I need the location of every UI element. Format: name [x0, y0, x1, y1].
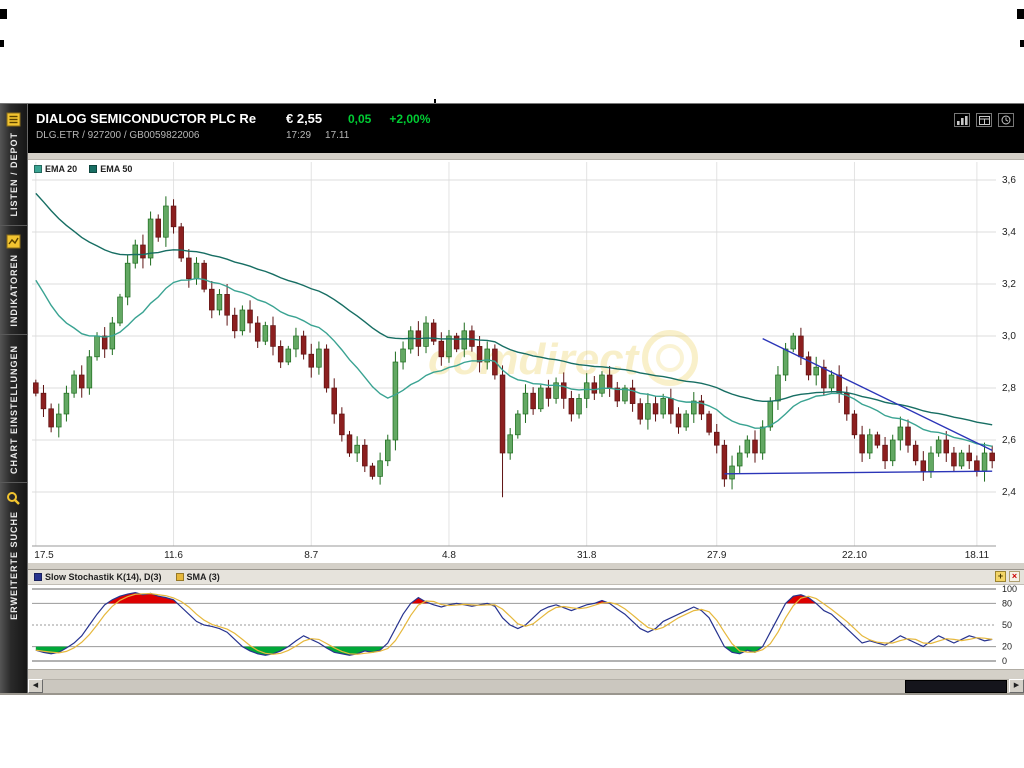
header-toolbar — [954, 113, 1014, 127]
stochastic-chart[interactable]: 100 80 50 20 0 — [28, 584, 1024, 669]
instrument-title: DIALOG SEMICONDUCTOR PLC Re — [36, 111, 257, 126]
svg-text:17.5: 17.5 — [34, 550, 54, 561]
sidebar-item-listen-depot[interactable]: LISTEN / DEPOT — [0, 104, 27, 225]
svg-text:3,6: 3,6 — [1002, 175, 1016, 186]
sidebar-item-label: INDIKATOREN — [8, 253, 19, 327]
sidebar-item-erweiterte-suche[interactable]: ERWEITERTE SUCHE — [0, 482, 27, 628]
scroll-left-button[interactable]: ◀ — [28, 679, 43, 693]
svg-text:3,0: 3,0 — [1002, 331, 1016, 342]
legend-label: EMA 20 — [45, 164, 78, 174]
horizontal-scrollbar[interactable]: ◀ ▶ — [28, 679, 1024, 693]
svg-text:0: 0 — [1002, 656, 1007, 666]
svg-text:3,4: 3,4 — [1002, 227, 1016, 238]
price-chart-panel[interactable]: EMA 20 EMA 50 17.5 11.6 8.7 4.8 31.8 27.9 22.1… — [28, 160, 1024, 562]
sidebar-item-label: LISTEN / DEPOT — [8, 132, 19, 217]
legend-label: EMA 50 — [100, 164, 133, 174]
stochastic-panel[interactable]: 100 80 50 20 0 — [28, 584, 1024, 669]
charting-app-window: LISTEN / DEPOT INDIKATOREN CHART EINSTEL… — [0, 103, 1024, 695]
panel-settings-icon[interactable]: + — [995, 571, 1006, 582]
svg-text:2,4: 2,4 — [1002, 487, 1016, 498]
sidebar-item-label: ERWEITERTE SUCHE — [8, 511, 19, 621]
clock-icon[interactable] — [998, 113, 1014, 127]
quote-time: 17:29 — [286, 130, 312, 141]
search-icon — [7, 492, 20, 506]
svg-text:3,2: 3,2 — [1002, 279, 1016, 290]
scrollbar-track[interactable] — [43, 679, 1009, 693]
svg-text:80: 80 — [1002, 598, 1012, 608]
candlestick-chart[interactable]: 17.5 11.6 8.7 4.8 31.8 27.9 22.10 18.11 3,6 3,4 3,… — [28, 160, 1024, 562]
legend-stochastic: Slow Stochastik K(14), D(3) — [34, 572, 162, 582]
stochastic-legend: Slow Stochastik K(14), D(3) SMA (3) + × — [28, 570, 1024, 585]
sidebar: LISTEN / DEPOT INDIKATOREN CHART EINSTEL… — [0, 104, 28, 693]
sma-swatch — [175, 573, 184, 581]
svg-text:27.9: 27.9 — [707, 550, 727, 561]
svg-text:8.7: 8.7 — [304, 550, 318, 561]
bar-chart-icon[interactable] — [954, 113, 970, 127]
crop-mark — [434, 99, 436, 104]
svg-text:2,8: 2,8 — [1002, 383, 1016, 394]
crop-mark — [0, 9, 7, 19]
main-panel: DIALOG SEMICONDUCTOR PLC Re € 2,55 0,05 … — [28, 104, 1024, 693]
svg-text:2,6: 2,6 — [1002, 435, 1016, 446]
svg-text:100: 100 — [1002, 585, 1017, 594]
sidebar-item-chart-einstellungen[interactable]: CHART EINSTELLUNGEN — [0, 334, 27, 482]
legend-ema20: EMA 20 — [34, 164, 77, 174]
quote-date: 17.11 — [325, 130, 350, 141]
ema20-swatch — [34, 165, 42, 173]
legend-sma: SMA (3) — [175, 572, 220, 582]
svg-text:4.8: 4.8 — [442, 550, 456, 561]
change-percent: +2,00% — [389, 112, 431, 126]
legend-ema50: EMA 50 — [89, 164, 132, 174]
crop-mark — [1017, 9, 1024, 19]
panel-divider — [28, 562, 1024, 570]
ema50-swatch — [89, 165, 98, 173]
sidebar-item-label: CHART EINSTELLUNGEN — [8, 345, 19, 475]
scroll-right-button[interactable]: ▶ — [1009, 679, 1024, 693]
svg-text:50: 50 — [1002, 620, 1012, 630]
crop-mark — [0, 40, 4, 47]
stochastic-swatch — [34, 573, 42, 581]
svg-text:18.11: 18.11 — [965, 550, 990, 561]
scrollbar-thumb[interactable] — [905, 680, 1007, 693]
list-icon — [6, 112, 21, 127]
crop-mark — [1020, 40, 1024, 47]
legend-label: Slow Stochastik K(14), D(3) — [45, 572, 162, 582]
sidebar-item-indikatoren[interactable]: INDIKATOREN — [0, 224, 27, 335]
last-price: € 2,55 — [286, 111, 323, 126]
change-absolute: 0,05 — [348, 112, 372, 126]
svg-text:20: 20 — [1002, 642, 1012, 652]
svg-text:22.10: 22.10 — [842, 550, 867, 561]
indicators-icon — [6, 234, 21, 249]
svg-text:11.6: 11.6 — [164, 550, 183, 561]
stochastic-panel-controls: + × — [995, 571, 1020, 582]
bottom-strip — [28, 669, 1024, 679]
legend-label: SMA (3) — [186, 572, 220, 582]
quote-header: DIALOG SEMICONDUCTOR PLC Re € 2,55 0,05 … — [28, 104, 1024, 153]
layout-icon[interactable] — [976, 113, 992, 127]
toolbar-strip — [28, 153, 1024, 160]
instrument-ids: DLG.ETR / 927200 / GB0059822006 — [36, 130, 200, 141]
svg-text:31.8: 31.8 — [577, 550, 597, 561]
price-chart-legend: EMA 20 EMA 50 — [34, 164, 132, 174]
panel-close-icon[interactable]: × — [1009, 571, 1020, 582]
